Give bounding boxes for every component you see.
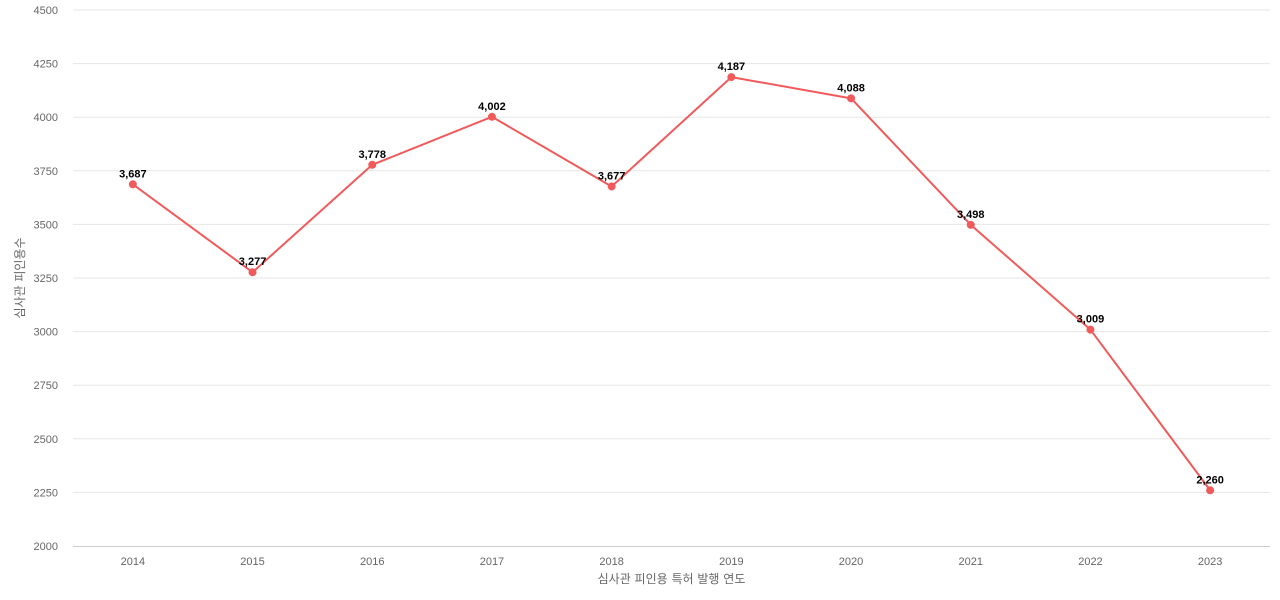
y-tick-label: 3750 xyxy=(34,166,58,178)
x-axis-ticks: 2014 2015 2016 2017 2018 2019 2020 2021 2022 2023 xyxy=(121,556,1223,568)
data-label: 2,260 xyxy=(1196,474,1224,486)
x-axis-title: 심사관 피인용 특허 발행 연도 xyxy=(598,571,746,586)
data-label: 3,687 xyxy=(119,168,147,180)
y-tick-label: 2750 xyxy=(34,380,58,392)
data-label: 4,002 xyxy=(478,101,506,113)
y-axis-title: 심사관 피인용수 xyxy=(13,237,27,318)
data-point xyxy=(847,94,856,103)
data-point xyxy=(248,268,257,277)
y-tick-label: 2000 xyxy=(34,541,58,553)
series-line-group xyxy=(132,76,1211,491)
x-tick-label: 2020 xyxy=(839,556,863,568)
y-tick-label: 4000 xyxy=(34,112,58,124)
data-point xyxy=(966,220,975,229)
data-label: 4,187 xyxy=(718,61,746,73)
y-tick-label: 2500 xyxy=(34,434,58,446)
x-tick-label: 2019 xyxy=(719,556,743,568)
y-tick-label: 4500 xyxy=(34,5,58,17)
x-tick-label: 2018 xyxy=(599,556,623,568)
data-label: 3,009 xyxy=(1077,314,1105,326)
data-label: 3,778 xyxy=(358,149,386,161)
y-tick-label: 3500 xyxy=(34,219,58,231)
y-axis-ticks: 2000 2250 2500 2750 3000 3250 3500 3750 4000 4250… xyxy=(34,5,58,553)
y-tick-label: 3000 xyxy=(34,327,58,339)
data-point xyxy=(1086,325,1095,334)
data-label: 3,498 xyxy=(957,209,985,221)
x-tick-label: 2023 xyxy=(1198,556,1222,568)
x-tick-label: 2014 xyxy=(121,556,145,568)
data-point xyxy=(368,160,377,169)
data-points xyxy=(128,73,1215,495)
x-tick-label: 2022 xyxy=(1078,556,1102,568)
data-point xyxy=(128,180,137,189)
y-tick-label: 4250 xyxy=(34,59,58,71)
y-tick-label: 3250 xyxy=(34,273,58,285)
data-point xyxy=(1206,486,1215,495)
data-label: 3,677 xyxy=(598,170,626,182)
data-point xyxy=(607,182,616,191)
x-tick-label: 2016 xyxy=(360,556,384,568)
gridlines xyxy=(73,9,1270,493)
data-label: 3,277 xyxy=(239,256,267,268)
x-tick-label: 2017 xyxy=(480,556,504,568)
x-tick-label: 2021 xyxy=(959,556,983,568)
y-tick-label: 2250 xyxy=(34,487,58,499)
data-point xyxy=(487,112,496,121)
data-labels: 3,687 3,277 3,778 4,002 3,677 4,187 4,088 3,498… xyxy=(119,61,1224,486)
x-tick-label: 2015 xyxy=(240,556,264,568)
data-label: 4,088 xyxy=(837,82,865,94)
series-line xyxy=(132,76,1211,491)
data-point xyxy=(727,73,736,82)
